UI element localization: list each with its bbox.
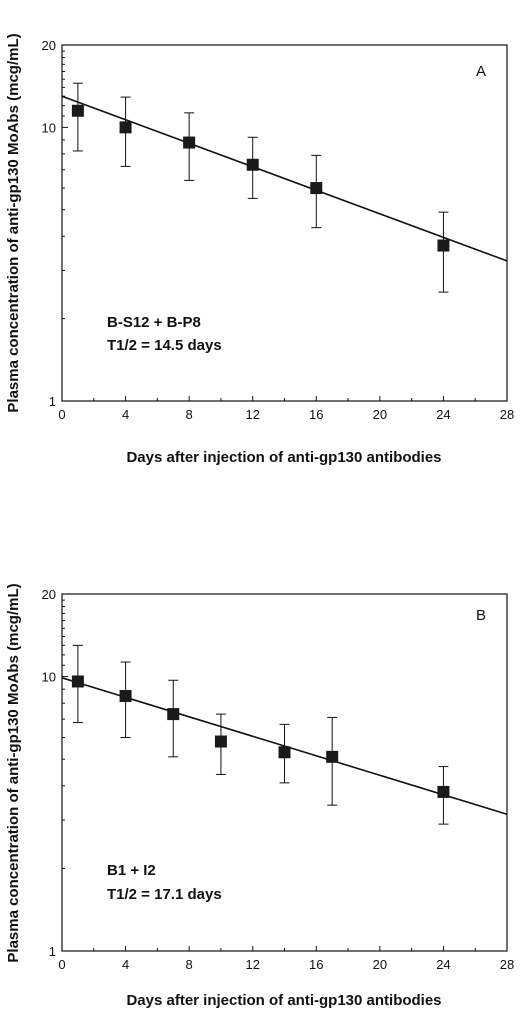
data-point [119, 121, 132, 134]
y-axis-label: Plasma concentration of anti-gp130 MoAbs… [5, 33, 22, 412]
x-tick-label: 24 [436, 407, 450, 422]
x-tick-label: 8 [186, 957, 193, 972]
data-point [326, 750, 339, 763]
x-tick-label: 4 [122, 407, 129, 422]
annotation-line-1: B-S12 + B-P8 [107, 314, 201, 331]
data-point [167, 708, 180, 721]
y-tick-label: 20 [42, 38, 56, 53]
data-point [246, 158, 259, 171]
x-tick-label: 16 [309, 407, 323, 422]
x-tick-label: 24 [436, 957, 450, 972]
y-tick-label: 1 [49, 394, 56, 409]
annotation-line-1: B1 + I2 [107, 862, 156, 879]
x-tick-label: 16 [309, 957, 323, 972]
data-point [183, 136, 196, 149]
chart-panel-a: Plasma concentration of anti-gp130 MoAbs… [5, 33, 514, 466]
x-tick-label: 28 [500, 957, 514, 972]
data-point [278, 746, 291, 759]
data-point [437, 785, 450, 798]
data-point [71, 104, 84, 117]
panel-label: A [476, 63, 486, 80]
chart-panel-b: Plasma concentration of anti-gp130 MoAbs… [5, 583, 514, 1009]
x-tick-label: 20 [373, 957, 387, 972]
panel-label: B [476, 607, 486, 624]
data-point [214, 735, 227, 748]
x-axis-label: Days after injection of anti-gp130 antib… [126, 992, 441, 1009]
data-point [437, 239, 450, 252]
y-tick-label: 10 [42, 670, 56, 685]
x-tick-label: 4 [122, 957, 129, 972]
x-tick-label: 20 [373, 407, 387, 422]
annotation-line-2: T1/2 = 17.1 days [107, 886, 222, 903]
y-tick-label: 10 [42, 120, 56, 135]
data-point [119, 689, 132, 702]
data-point [71, 675, 84, 688]
x-axis-label: Days after injection of anti-gp130 antib… [126, 449, 441, 466]
data-point [310, 182, 323, 195]
y-tick-label: 20 [42, 587, 56, 602]
fit-line [61, 95, 508, 262]
x-tick-label: 0 [58, 957, 65, 972]
x-tick-label: 12 [245, 957, 259, 972]
annotation-line-2: T1/2 = 14.5 days [107, 337, 222, 354]
x-tick-label: 0 [58, 407, 65, 422]
x-tick-label: 8 [186, 407, 193, 422]
y-tick-label: 1 [49, 944, 56, 959]
x-tick-label: 12 [245, 407, 259, 422]
x-tick-label: 28 [500, 407, 514, 422]
y-axis-label: Plasma concentration of anti-gp130 MoAbs… [5, 583, 22, 962]
